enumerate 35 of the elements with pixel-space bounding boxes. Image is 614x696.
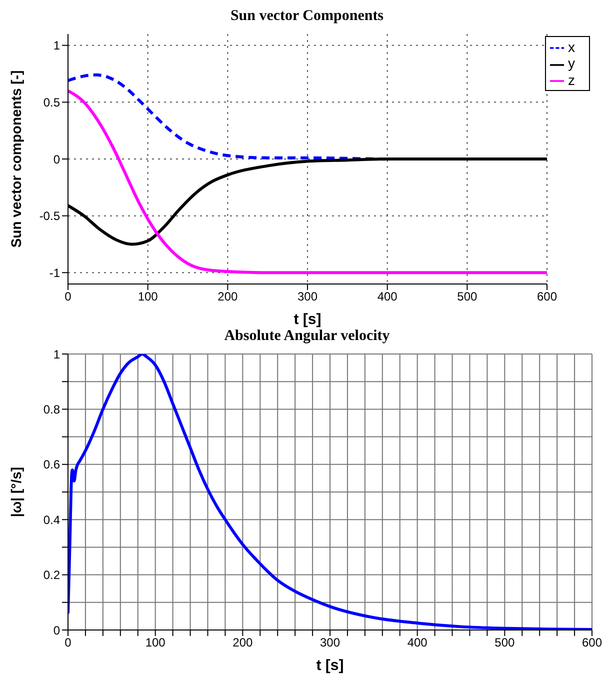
x-tick-label: 0: [64, 636, 72, 650]
x-axis-title: t [s]: [316, 657, 344, 674]
x-tick-label: 300: [297, 290, 318, 304]
y-tick-label: 0.8: [43, 402, 60, 416]
x-tick-label: 600: [582, 636, 602, 650]
legend-label: x: [568, 39, 575, 55]
x-tick-label: 100: [138, 290, 158, 304]
y-tick-label: 1: [53, 38, 60, 53]
y-tick-label: 0: [53, 623, 60, 638]
y-tick-label: 0: [53, 152, 60, 166]
y-tick-label: 0.6: [43, 458, 60, 472]
legend-label: y: [568, 55, 575, 72]
x-tick-label: 0: [64, 290, 72, 304]
legend-label: z: [568, 72, 575, 88]
x-tick-label: 600: [536, 290, 558, 304]
x-tick-label: 500: [494, 636, 515, 650]
y-tick-label: 0.5: [43, 95, 60, 110]
y-tick-label: -0.5: [39, 209, 60, 224]
y-tick-label: -1: [49, 266, 60, 280]
x-tick-label: 400: [377, 290, 398, 304]
x-tick-label: 200: [232, 636, 253, 650]
x-tick-label: 500: [457, 290, 478, 304]
chart-title: Sun vector Components: [229, 8, 385, 26]
y-tick-label: 1: [53, 347, 60, 362]
x-tick-label: 400: [407, 636, 428, 650]
x-tick-label: 300: [320, 636, 340, 650]
y-axis-title: Sun vector components [-]: [8, 70, 24, 248]
y-tick-label: 0.4: [43, 512, 60, 527]
x-axis-title: t [s]: [294, 311, 322, 328]
y-axis-title: |ω| [°/s]: [8, 466, 25, 518]
line-series: [68, 89, 547, 274]
y-tick-label: 0.2: [43, 568, 60, 582]
x-tick-label: 200: [218, 290, 238, 304]
chart-title: Absolute Angular velocity: [223, 328, 391, 346]
x-tick-label: 100: [145, 636, 166, 650]
